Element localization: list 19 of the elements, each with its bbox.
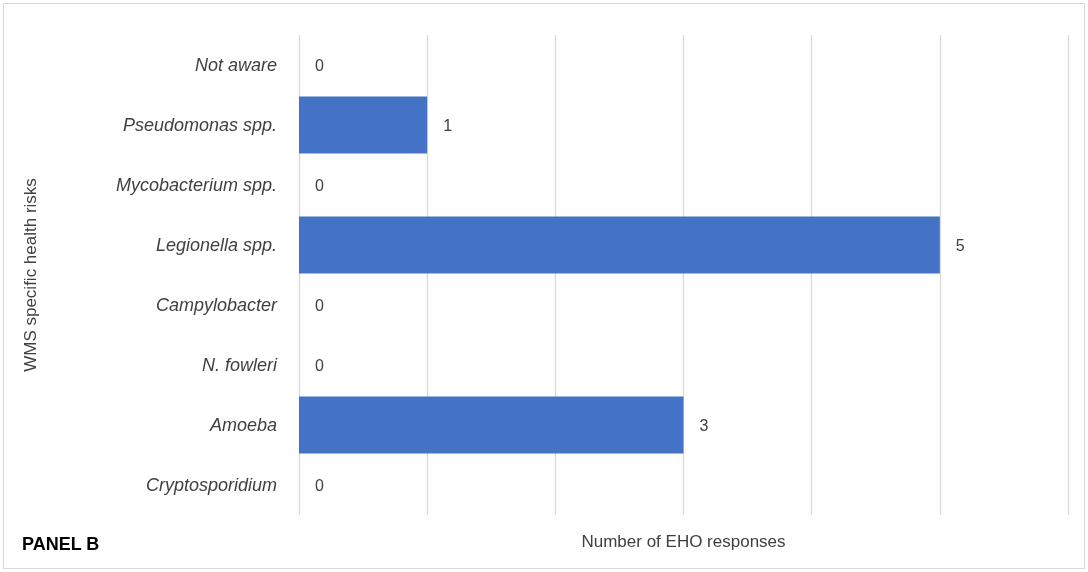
data-label: 0 bbox=[315, 476, 324, 494]
y-tick-label: Cryptosporidium bbox=[145, 475, 277, 495]
y-axis-title: WMS specific health risks bbox=[21, 178, 40, 372]
y-tick-label: Campylobacter bbox=[155, 295, 278, 315]
y-tick-label: Mycobacterium spp. bbox=[115, 175, 277, 195]
data-label: 0 bbox=[315, 56, 324, 74]
y-tick-label: Pseudomonas spp. bbox=[122, 115, 277, 135]
y-tick-label: N. fowleri bbox=[201, 355, 278, 375]
data-label: 0 bbox=[315, 176, 324, 194]
y-tick-label: Legionella spp. bbox=[155, 235, 277, 255]
data-label: 3 bbox=[699, 416, 709, 434]
data-label: 0 bbox=[315, 356, 324, 374]
data-label: 1 bbox=[443, 116, 453, 134]
data-label: 0 bbox=[315, 296, 324, 314]
x-axis-title: Number of EHO responses bbox=[581, 532, 786, 551]
text: PANEL B bbox=[22, 534, 100, 554]
data-label: 5 bbox=[955, 236, 965, 254]
y-tick-label: Not aware bbox=[194, 55, 277, 75]
y-tick-label: Amoeba bbox=[208, 415, 277, 435]
